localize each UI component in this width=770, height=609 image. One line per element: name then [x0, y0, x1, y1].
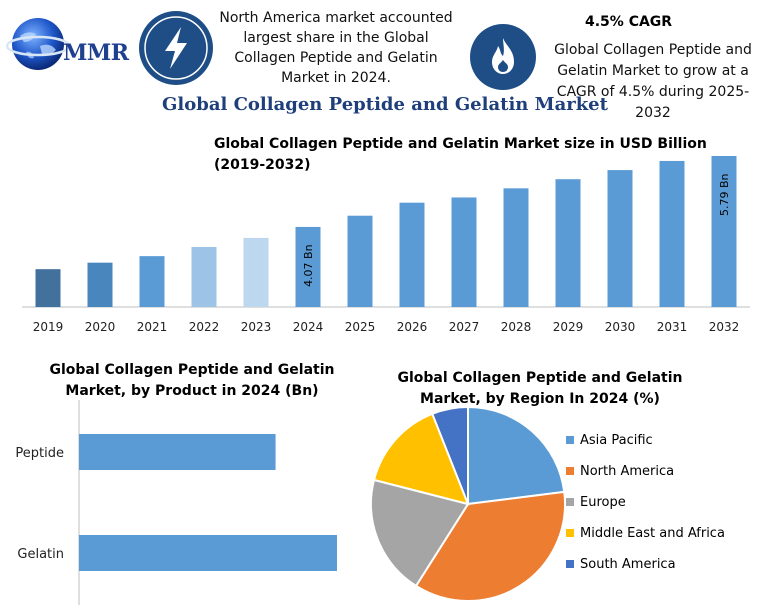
tick-label-2025: 2025 — [345, 320, 376, 334]
tick-label-2031: 2031 — [657, 320, 688, 334]
legend-item-asia-pacific: Asia Pacific — [566, 433, 653, 449]
bar-chart-title: Global Collagen Peptide and Gelatin Mark… — [214, 136, 707, 173]
tick-label-2029: 2029 — [553, 320, 584, 334]
tick-label-2030: 2030 — [605, 320, 636, 334]
lightning-icon — [139, 11, 213, 85]
bar-2029 — [555, 179, 581, 307]
pie-slice-middle-east-and-africa — [372, 412, 470, 506]
pie-slice-north-america — [414, 490, 566, 602]
tick-label-2019: 2019 — [33, 320, 64, 334]
bar-2024 — [295, 226, 321, 307]
data-label-2024: 4.07 Bn — [302, 244, 315, 287]
tick-label-2028: 2028 — [501, 320, 532, 334]
bar-2025 — [347, 215, 373, 307]
legend-item-south-america: South America — [566, 557, 676, 573]
bar-2021 — [139, 256, 165, 307]
region-pie-chart — [370, 405, 566, 602]
bar-2032 — [711, 156, 737, 307]
tick-label-2032: 2032 — [709, 320, 740, 334]
legend-swatch — [566, 497, 574, 506]
bar-2027 — [451, 197, 477, 307]
bar-2028 — [503, 188, 529, 307]
tick-label-2023: 2023 — [241, 320, 272, 334]
legend-label: North America — [580, 464, 675, 479]
legend-swatch — [566, 528, 574, 537]
info-left-text: North America market accounted largest s… — [219, 10, 453, 86]
category-label-peptide: Peptide — [15, 446, 64, 461]
bar-2031 — [659, 160, 685, 307]
pie-slice-europe — [370, 478, 470, 588]
product-chart-title: Global Collagen Peptide and Gelatin Mark… — [49, 362, 335, 399]
legend-item-middle-east-and-africa: Middle East and Africa — [566, 526, 725, 542]
bar-2020 — [87, 262, 113, 307]
bar-2030 — [607, 170, 633, 307]
bar-2019 — [35, 269, 61, 307]
bar-peptide — [79, 434, 276, 470]
tick-label-2026: 2026 — [397, 320, 428, 334]
tick-label-2021: 2021 — [137, 320, 168, 334]
pie-slice-asia-pacific — [467, 405, 566, 506]
bar-2022 — [191, 247, 217, 307]
pie-slice-south-america — [430, 405, 469, 505]
pie-chart-title: Global Collagen Peptide and Gelatin Mark… — [397, 370, 683, 407]
legend-item-north-america: North America — [566, 464, 674, 480]
flame-icon — [470, 24, 536, 90]
product-bar-chart: Peptide Gelatin — [15, 400, 337, 605]
legend-label: South America — [580, 557, 676, 572]
main-title: Global Collagen Peptide and Gelatin Mark… — [162, 94, 608, 115]
legend-swatch — [566, 435, 574, 444]
tick-label-2022: 2022 — [189, 320, 220, 334]
bar-chart: 2019 2020 2021 2022 2023 2024 4.07 Bn 2025 2026 2… — [22, 156, 750, 334]
bar-2026 — [399, 202, 425, 307]
legend-label: Asia Pacific — [580, 433, 653, 448]
legend-item-europe: Europe — [566, 495, 626, 511]
tick-label-2024: 2024 — [293, 320, 324, 334]
cagr-title: 4.5% CAGR — [585, 14, 673, 30]
logo-text: MMR — [63, 40, 129, 66]
legend-label: Europe — [580, 495, 626, 510]
info-right-text: Global Collagen Peptide and Gelatin Mark… — [554, 42, 752, 121]
globe-logo-icon — [6, 18, 70, 70]
legend-swatch — [566, 466, 574, 475]
tick-label-2020: 2020 — [85, 320, 116, 334]
bar-2023 — [243, 237, 269, 307]
bar-gelatin — [79, 535, 337, 571]
legend-label: Middle East and Africa — [580, 526, 725, 541]
tick-label-2027: 2027 — [449, 320, 480, 334]
category-label-gelatin: Gelatin — [17, 547, 64, 562]
data-label-2032: 5.79 Bn — [718, 173, 731, 216]
legend-swatch — [566, 559, 574, 568]
